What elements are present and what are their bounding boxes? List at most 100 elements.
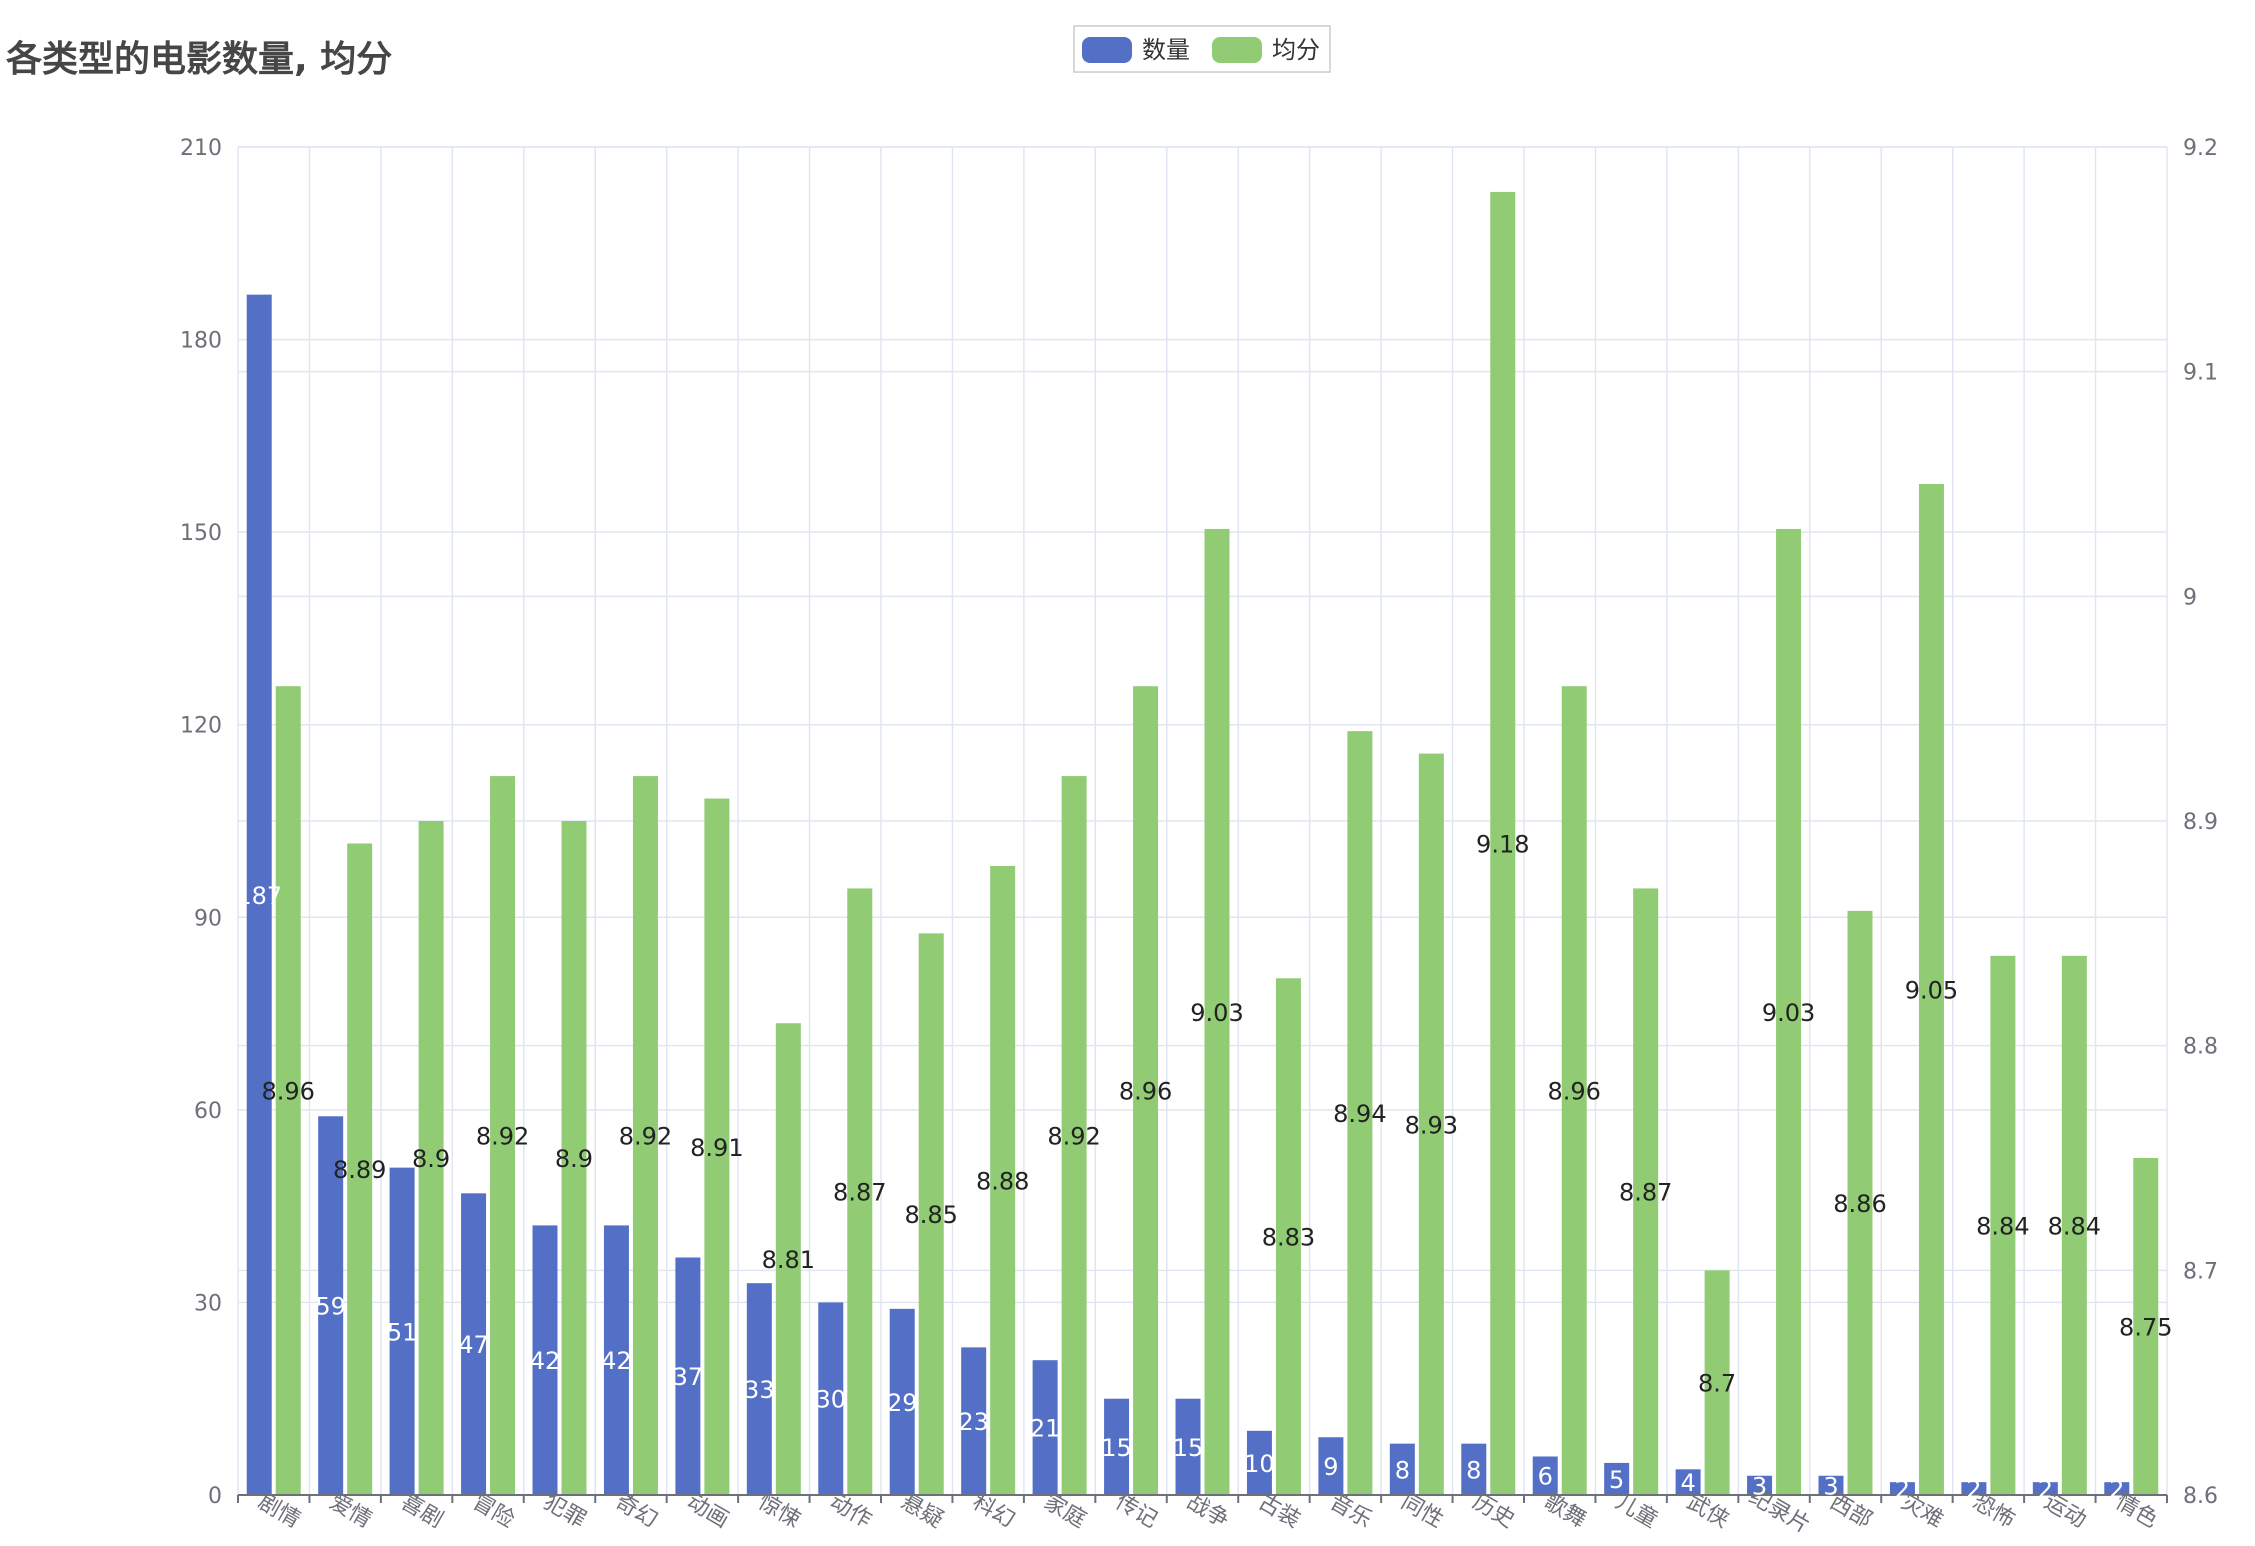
- bar-score-历史[interactable]: [1490, 191, 1516, 1495]
- bar-count-爱情[interactable]: [318, 1116, 344, 1495]
- data-label-score: 8.7: [1698, 1370, 1736, 1398]
- data-label-score: 9.05: [1905, 977, 1958, 1005]
- bar-count-家庭[interactable]: [1032, 1360, 1058, 1495]
- bar-count-传记[interactable]: [1104, 1398, 1130, 1495]
- data-label-count: 10: [1244, 1450, 1275, 1478]
- bar-count-历史[interactable]: [1461, 1443, 1487, 1495]
- y-right-tick-label: 8.7: [2183, 1259, 2218, 1284]
- bar-count-喜剧[interactable]: [389, 1167, 415, 1495]
- bar-score-同性[interactable]: [1418, 753, 1444, 1495]
- data-label-count: 3: [1752, 1472, 1767, 1500]
- bar-score-歌舞[interactable]: [1561, 686, 1587, 1495]
- bar-score-冒险[interactable]: [490, 776, 516, 1495]
- data-label-score: 8.75: [2119, 1314, 2172, 1342]
- data-label-count: 2: [2109, 1476, 2124, 1504]
- data-label-count: 8: [1466, 1456, 1481, 1484]
- bar-score-恐怖[interactable]: [1990, 955, 2016, 1495]
- bar-count-古装[interactable]: [1246, 1430, 1272, 1495]
- x-category-label: 歌舞: [1540, 1490, 1591, 1534]
- bar-score-灾难[interactable]: [1918, 484, 1944, 1495]
- bar-count-恐怖[interactable]: [1961, 1482, 1987, 1495]
- bar-count-惊悚[interactable]: [746, 1283, 772, 1495]
- bar-count-动作[interactable]: [818, 1302, 844, 1495]
- bar-score-犯罪[interactable]: [561, 821, 587, 1495]
- chart-title: 各类型的电影数量, 均分: [6, 39, 393, 80]
- x-category-label: 惊悚: [754, 1490, 805, 1534]
- bar-score-悬疑[interactable]: [918, 933, 944, 1495]
- bar-score-战争[interactable]: [1204, 528, 1230, 1495]
- data-label-score: 8.81: [762, 1246, 815, 1274]
- bar-count-同性[interactable]: [1389, 1443, 1415, 1495]
- bar-count-武侠[interactable]: [1675, 1469, 1701, 1495]
- bars: [246, 191, 2159, 1496]
- bar-count-动画[interactable]: [675, 1257, 701, 1495]
- data-label-score: 8.96: [262, 1078, 315, 1106]
- legend-swatch[interactable]: [1082, 37, 1132, 63]
- y-right-tick-label: 8.6: [2183, 1484, 2218, 1509]
- bar-score-运动[interactable]: [2061, 955, 2087, 1495]
- bar-count-战争[interactable]: [1175, 1398, 1201, 1495]
- bar-count-纪录片[interactable]: [1747, 1475, 1773, 1495]
- x-category-label: 奇幻: [611, 1490, 662, 1534]
- bar-score-剧情[interactable]: [275, 686, 301, 1495]
- x-category-label: 动画: [682, 1490, 733, 1534]
- bar-count-科幻[interactable]: [961, 1347, 987, 1495]
- bar-count-歌舞[interactable]: [1532, 1456, 1558, 1495]
- bar-count-剧情[interactable]: [246, 294, 272, 1496]
- data-label-count: 15: [1173, 1434, 1204, 1462]
- bar-score-喜剧[interactable]: [418, 821, 444, 1495]
- data-label-score: 8.88: [976, 1167, 1029, 1195]
- bar-score-音乐[interactable]: [1347, 731, 1373, 1495]
- bar-count-西部[interactable]: [1818, 1475, 1844, 1495]
- bar-score-奇幻[interactable]: [632, 776, 658, 1495]
- data-label-score: 8.89: [333, 1156, 386, 1184]
- bar-score-纪录片[interactable]: [1776, 528, 1802, 1495]
- bar-count-情色[interactable]: [2104, 1482, 2130, 1495]
- bar-count-音乐[interactable]: [1318, 1437, 1344, 1495]
- x-category-label: 爱情: [325, 1490, 376, 1534]
- bar-score-情色[interactable]: [2133, 1158, 2159, 1495]
- y-right-tick-label: 8.9: [2183, 810, 2218, 835]
- x-category-label: 悬疑: [897, 1490, 948, 1534]
- bar-score-动作[interactable]: [847, 888, 873, 1495]
- bar-count-奇幻[interactable]: [603, 1225, 629, 1495]
- data-label-score: 9.03: [1190, 999, 1243, 1027]
- data-label-score: 8.92: [619, 1123, 672, 1151]
- y-left-tick-label: 210: [180, 136, 222, 161]
- x-category-label: 动作: [825, 1490, 876, 1534]
- bar-count-灾难[interactable]: [1889, 1482, 1915, 1495]
- data-label-count: 3: [1823, 1472, 1838, 1500]
- data-label-count: 37: [673, 1363, 704, 1391]
- x-category-label: 同性: [1397, 1490, 1448, 1534]
- data-label-count: 2: [1966, 1476, 1981, 1504]
- bar-count-冒险[interactable]: [461, 1193, 487, 1495]
- data-label-score: 8.93: [1405, 1111, 1458, 1139]
- bar-score-科幻[interactable]: [990, 865, 1016, 1495]
- bar-score-西部[interactable]: [1847, 910, 1873, 1495]
- bar-score-儿童[interactable]: [1633, 888, 1659, 1495]
- bar-count-儿童[interactable]: [1604, 1462, 1630, 1495]
- data-label-score: 8.94: [1333, 1100, 1386, 1128]
- legend-swatch[interactable]: [1212, 37, 1262, 63]
- bar-score-家庭[interactable]: [1061, 776, 1087, 1495]
- x-category-label: 历史: [1468, 1490, 1519, 1534]
- bar-score-动画[interactable]: [704, 798, 730, 1495]
- data-labels: 1878.96598.89518.9478.92428.9428.92378.9…: [236, 830, 2172, 1503]
- legend[interactable]: 数量 均分: [1073, 25, 1331, 73]
- bar-score-古装[interactable]: [1275, 978, 1301, 1495]
- grid-lines: [237, 146, 2168, 1496]
- bar-score-惊悚[interactable]: [775, 1023, 801, 1495]
- data-label-score: 8.92: [476, 1123, 529, 1151]
- bar-score-传记[interactable]: [1133, 686, 1159, 1495]
- bar-count-犯罪[interactable]: [532, 1225, 558, 1495]
- data-label-score: 8.86: [1833, 1190, 1886, 1218]
- bar-score-爱情[interactable]: [347, 843, 373, 1495]
- y-right-tick-label: 9.1: [2183, 361, 2218, 386]
- data-label-score: 8.84: [2048, 1212, 2101, 1240]
- bar-count-悬疑[interactable]: [889, 1308, 915, 1495]
- bar-count-运动[interactable]: [2032, 1482, 2058, 1495]
- legend-label[interactable]: 数量: [1142, 36, 1190, 64]
- legend-label[interactable]: 均分: [1272, 36, 1320, 64]
- bar-score-武侠[interactable]: [1704, 1270, 1730, 1495]
